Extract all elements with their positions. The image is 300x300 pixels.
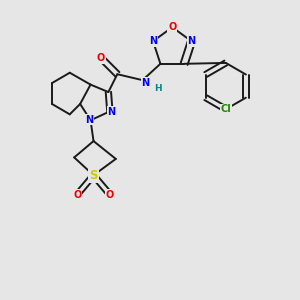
Text: S: S (89, 169, 98, 182)
Text: O: O (97, 53, 105, 63)
Text: N: N (142, 78, 150, 88)
Text: O: O (106, 190, 114, 200)
Text: H: H (154, 84, 162, 93)
Text: N: N (107, 107, 116, 117)
Text: Cl: Cl (220, 104, 231, 114)
Text: N: N (85, 115, 93, 125)
Text: N: N (149, 36, 157, 46)
Text: N: N (188, 36, 196, 46)
Text: O: O (73, 190, 81, 200)
Text: O: O (168, 22, 176, 32)
